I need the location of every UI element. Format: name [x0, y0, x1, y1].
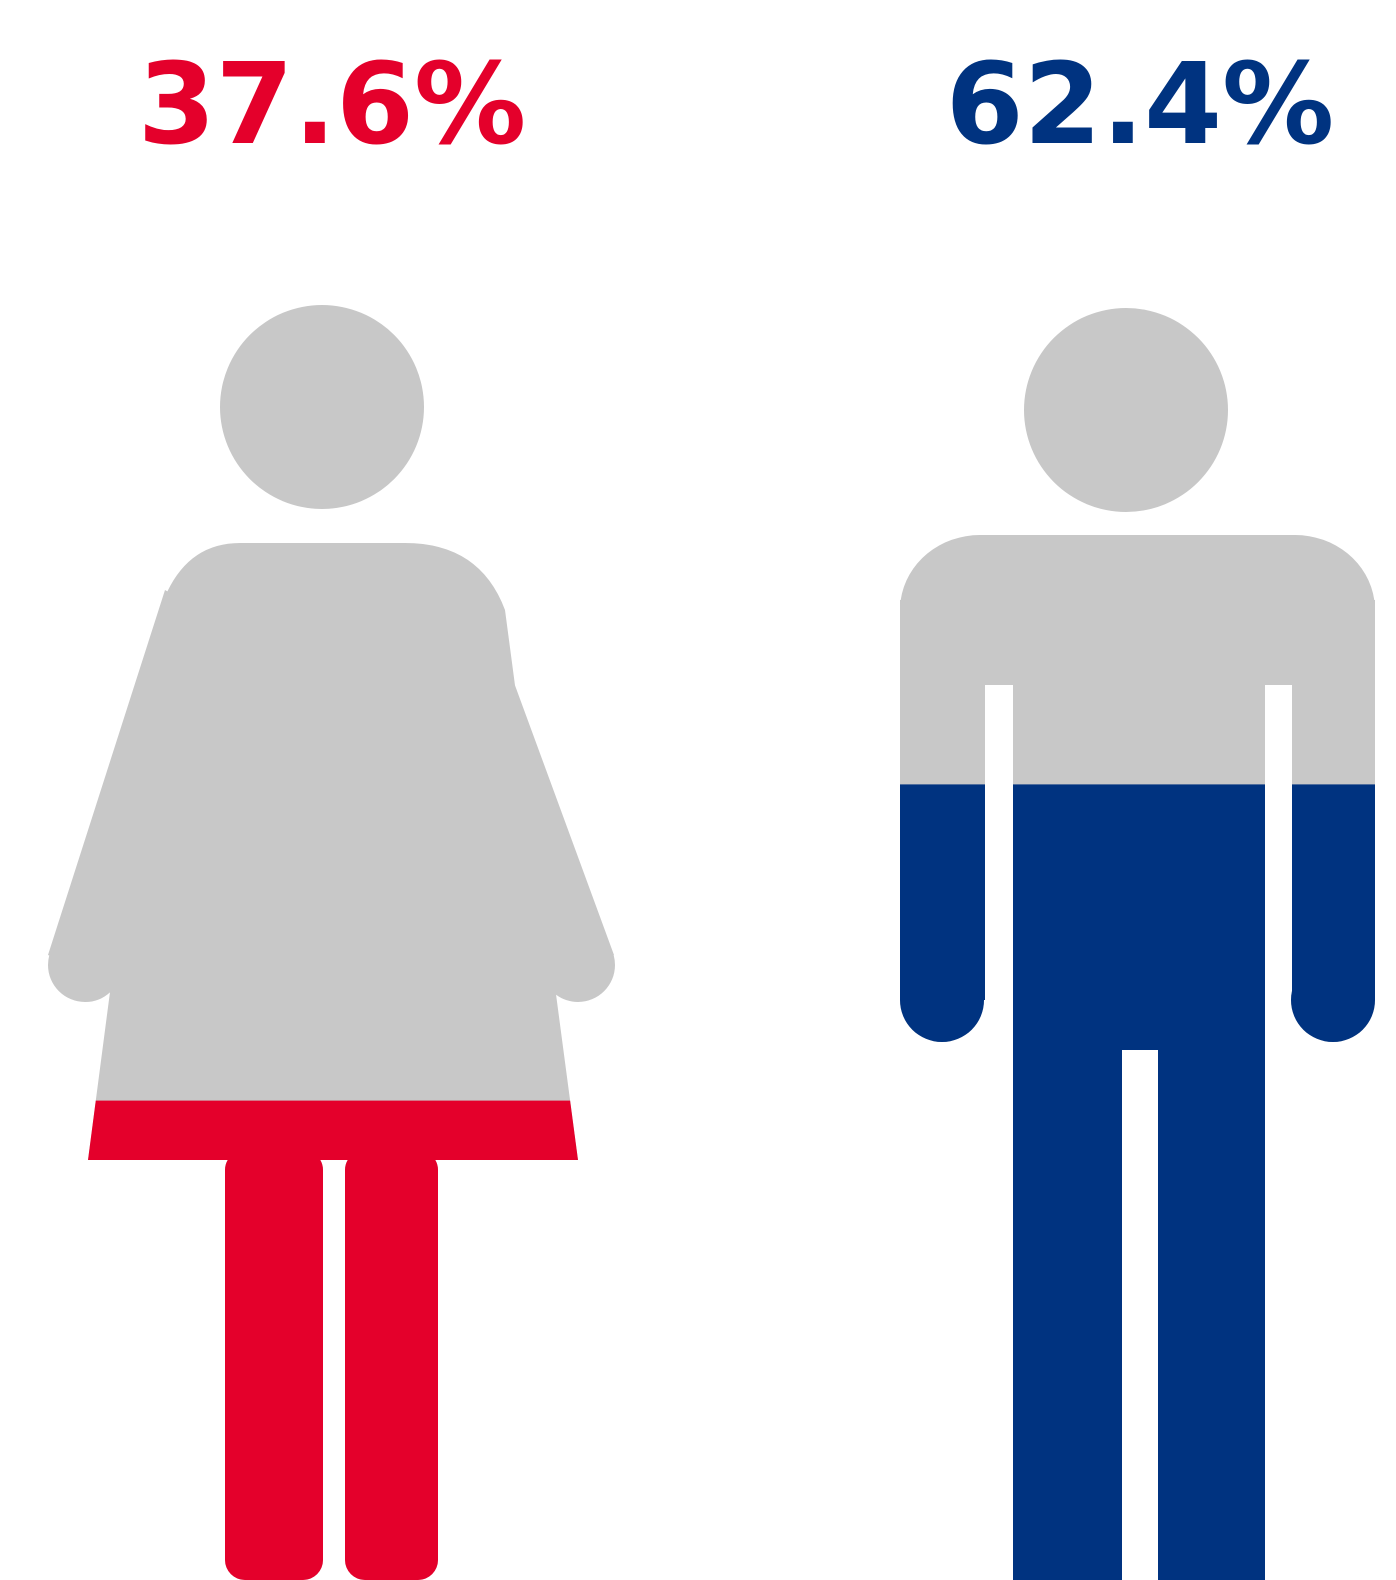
figure-base [48, 305, 615, 1580]
figure-fill [900, 784, 1375, 1580]
value-label: 62.4% [946, 40, 1335, 170]
value-label: 37.6% [138, 40, 527, 170]
figure-fill [48, 1100, 615, 1580]
